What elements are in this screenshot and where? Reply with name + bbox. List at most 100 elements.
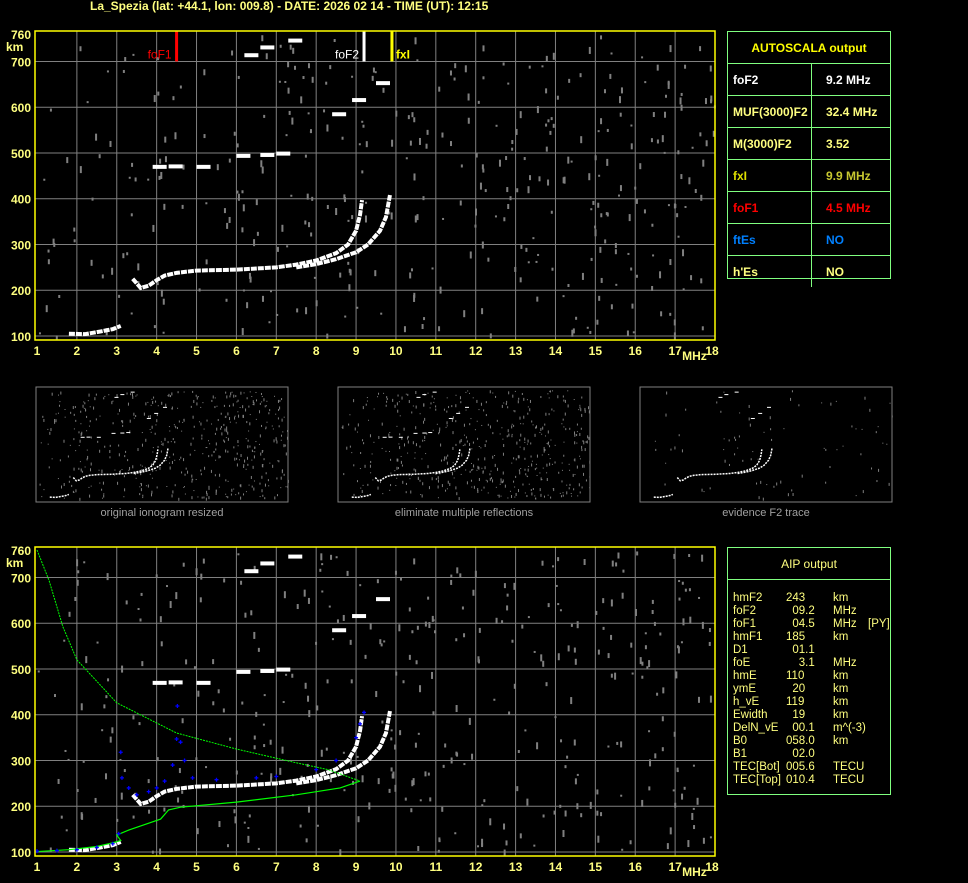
- noise-dot: [403, 427, 405, 431]
- noise-dot: [492, 392, 494, 394]
- noise-dot: [487, 257, 490, 262]
- noise-dot: [409, 478, 411, 480]
- noise-dot: [201, 496, 203, 499]
- noise-dot: [261, 166, 264, 174]
- noise-dot: [421, 494, 423, 498]
- x-tick-label: 2: [74, 860, 81, 874]
- noise-dot: [728, 463, 730, 466]
- noise-dot: [677, 150, 680, 155]
- noise-dot: [541, 560, 544, 566]
- noise-dot: [321, 590, 324, 593]
- noise-dot: [155, 470, 157, 472]
- noise-dot: [524, 492, 526, 494]
- aip-cell: TECU: [833, 774, 865, 786]
- noise-dot: [374, 270, 377, 277]
- noise-dot: [53, 242, 56, 247]
- noise-dot: [503, 217, 506, 222]
- noise-dot: [236, 190, 239, 194]
- noise-dot: [680, 174, 683, 180]
- noise-dot: [401, 396, 403, 400]
- noise-dot: [394, 404, 396, 408]
- noise-dot: [545, 435, 547, 437]
- noise-dot: [160, 641, 163, 647]
- noise-dot: [424, 771, 427, 777]
- noise-dot: [500, 478, 502, 481]
- noise-dot: [105, 695, 108, 699]
- noise-dot: [271, 425, 273, 427]
- noise-dot: [185, 467, 187, 470]
- noise-dot: [531, 492, 533, 496]
- noise-dot: [485, 414, 487, 417]
- noise-dot: [532, 237, 535, 240]
- autoscala-row: ftEs NO: [728, 224, 890, 256]
- noise-dot: [878, 468, 880, 472]
- noise-dot: [47, 259, 50, 265]
- noise-dot: [626, 330, 629, 336]
- y-axis-unit: km: [6, 556, 23, 570]
- noise-dot: [512, 394, 514, 398]
- noise-dot: [589, 801, 592, 809]
- noise-dot: [489, 818, 492, 826]
- noise-dot: [506, 593, 509, 597]
- noise-dot: [584, 448, 586, 452]
- noise-dot: [362, 124, 365, 128]
- noise-dot: [586, 326, 589, 329]
- noise-dot: [648, 730, 651, 733]
- noise-dot: [531, 460, 533, 462]
- noise-dot: [370, 472, 372, 474]
- noise-dot: [342, 751, 345, 754]
- noise-dot: [478, 409, 480, 411]
- noise-dot: [356, 306, 359, 309]
- noise-dot: [349, 639, 352, 645]
- noise-dot: [252, 400, 254, 404]
- noise-dot: [140, 472, 142, 476]
- noise-dot: [554, 716, 557, 719]
- noise-dot: [390, 767, 393, 772]
- noise-dot: [198, 288, 201, 292]
- noise-dot: [617, 552, 620, 559]
- noise-dot: [453, 477, 455, 479]
- y-tick-label: 600: [11, 617, 31, 631]
- noise-dot: [142, 494, 144, 497]
- noise-dot: [82, 760, 85, 763]
- noise-dot: [307, 597, 310, 604]
- trace-e: [49, 493, 70, 499]
- noise-dot: [545, 412, 547, 416]
- aip-cell: km: [833, 709, 849, 721]
- noise-dot: [360, 451, 362, 454]
- noise-dot: [57, 412, 59, 414]
- noise-dot: [422, 439, 424, 442]
- noise-dot: [864, 396, 866, 400]
- noise-dot: [391, 773, 394, 779]
- noise-dot: [516, 441, 518, 445]
- noise-dot: [246, 302, 249, 309]
- noise-dot: [78, 431, 80, 434]
- noise-dot: [397, 409, 399, 413]
- noise-dot: [579, 73, 582, 78]
- noise-dot: [572, 328, 575, 334]
- noise-dot: [452, 416, 454, 420]
- noise-dot: [667, 204, 670, 207]
- noise-dot: [459, 200, 462, 206]
- noise-dot: [280, 476, 282, 480]
- noise-dot: [83, 561, 86, 564]
- noise-dot: [197, 690, 200, 697]
- x-tick-label: 2: [74, 344, 81, 358]
- noise-dot: [559, 492, 561, 494]
- noise-dot: [193, 666, 196, 670]
- trace-f-extraordinary: [737, 447, 773, 475]
- noise-dot: [709, 836, 712, 839]
- noise-dot: [505, 840, 508, 846]
- x-tick-label: 9: [353, 860, 360, 874]
- noise-dot: [688, 588, 691, 592]
- noise-dot: [169, 462, 171, 464]
- noise-dot: [544, 448, 546, 451]
- noise-dot: [285, 452, 287, 456]
- noise-dot: [116, 394, 118, 398]
- noise-dot: [415, 426, 417, 430]
- noise-dot: [574, 458, 576, 462]
- noise-dot: [448, 406, 450, 409]
- noise-dot: [693, 825, 696, 830]
- noise-dot: [527, 476, 529, 478]
- trace-point: [398, 436, 403, 438]
